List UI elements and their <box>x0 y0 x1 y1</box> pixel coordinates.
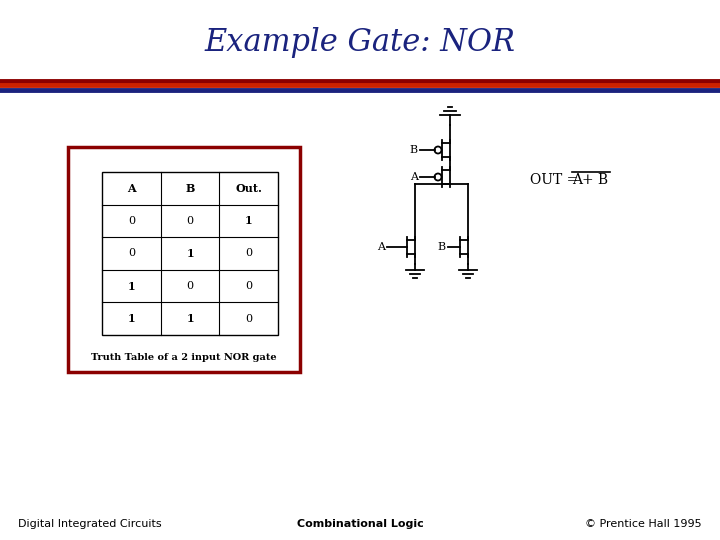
Text: A: A <box>377 242 385 252</box>
Text: A: A <box>127 183 135 194</box>
Text: Truth Table of a 2 input NOR gate: Truth Table of a 2 input NOR gate <box>91 354 276 362</box>
Text: 1: 1 <box>127 313 135 324</box>
Text: A+ B: A+ B <box>572 173 608 187</box>
Text: A: A <box>410 172 418 182</box>
Text: © Prentice Hall 1995: © Prentice Hall 1995 <box>585 519 702 529</box>
Text: 0: 0 <box>127 248 135 259</box>
Text: 1: 1 <box>245 215 253 226</box>
Text: 0: 0 <box>186 216 194 226</box>
Text: Digital Integrated Circuits: Digital Integrated Circuits <box>18 519 161 529</box>
Text: B: B <box>185 183 194 194</box>
Text: Example Gate: NOR: Example Gate: NOR <box>204 26 516 57</box>
Text: 1: 1 <box>186 313 194 324</box>
Text: Combinational Logic: Combinational Logic <box>297 519 423 529</box>
Bar <box>68 147 300 372</box>
Text: 0: 0 <box>245 314 252 323</box>
Text: 1: 1 <box>127 281 135 292</box>
Text: 0: 0 <box>245 281 252 291</box>
Text: 0: 0 <box>186 281 194 291</box>
Text: B: B <box>410 145 418 155</box>
Text: B: B <box>438 242 446 252</box>
Text: 1: 1 <box>186 248 194 259</box>
Text: 0: 0 <box>245 248 252 259</box>
Bar <box>102 172 278 335</box>
Text: Out.: Out. <box>235 183 262 194</box>
Text: OUT =: OUT = <box>530 173 582 187</box>
Text: 0: 0 <box>127 216 135 226</box>
